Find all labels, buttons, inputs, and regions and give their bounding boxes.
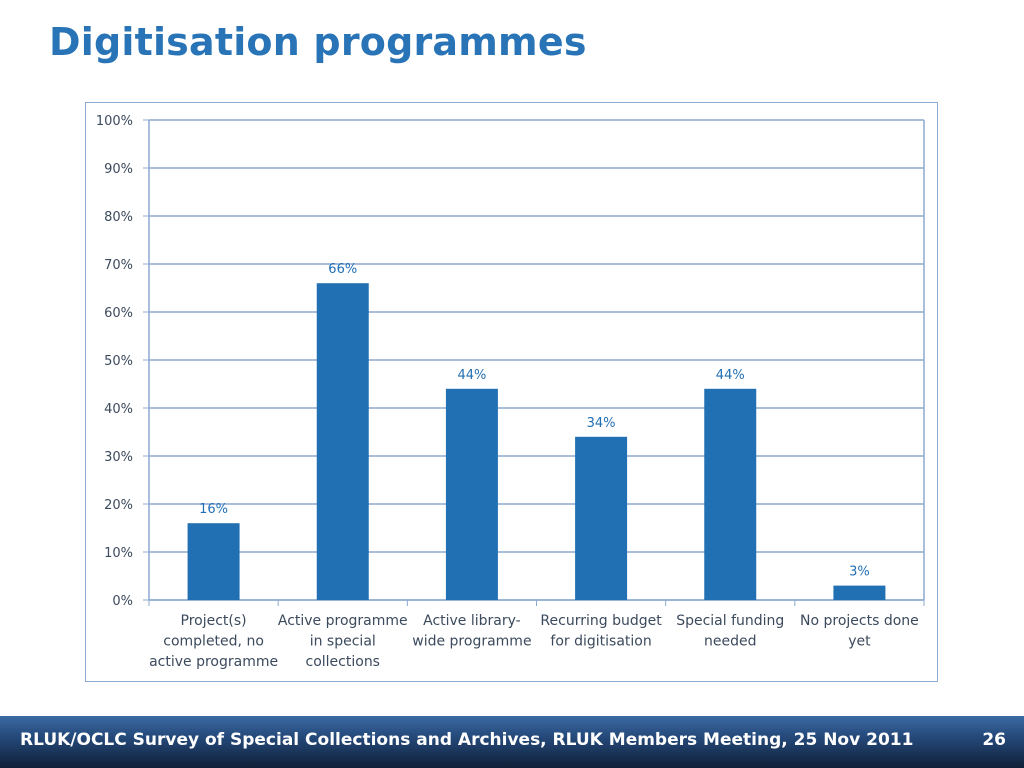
x-category-label: Special funding needed	[676, 613, 784, 650]
y-tick-label: 90%	[104, 162, 133, 177]
y-tick-label: 80%	[104, 210, 133, 225]
x-category-label: Active library-wide programme	[412, 613, 531, 650]
bar-chart: 0% 10% 20% 30% 40% 50% 60% 70% 80% 90% 100% 16% Proj…	[96, 114, 925, 670]
x-category-label: Active programme in special collections	[278, 613, 408, 670]
y-tick-label: 30%	[104, 450, 133, 465]
bar	[187, 523, 240, 600]
x-category-label: Project(s) completed, no active programme	[149, 613, 278, 670]
page-number: 26	[982, 730, 1006, 750]
data-label: 44%	[716, 368, 745, 383]
footer-text: RLUK/OCLC Survey of Special Collections …	[20, 730, 914, 750]
y-tick-label: 60%	[104, 306, 133, 321]
bar	[704, 388, 757, 600]
slide-title: Digitisation programmes	[49, 20, 587, 64]
data-label: 34%	[587, 416, 616, 431]
data-label: 44%	[457, 368, 486, 383]
y-tick-label: 70%	[104, 258, 133, 273]
data-label: 3%	[849, 565, 870, 580]
y-tick-label: 50%	[104, 354, 133, 369]
data-label: 16%	[199, 502, 228, 517]
x-category-label: No projects done yet	[800, 613, 919, 650]
chart-frame: 0% 10% 20% 30% 40% 50% 60% 70% 80% 90% 100% 16% Proj…	[85, 102, 938, 682]
y-tick-label: 10%	[104, 546, 133, 561]
bar	[833, 585, 886, 600]
y-tick-label: 100%	[96, 114, 133, 129]
footer-bar: RLUK/OCLC Survey of Special Collections …	[0, 716, 1024, 768]
bar	[575, 436, 628, 600]
y-tick-label: 40%	[104, 402, 133, 417]
bar	[445, 388, 498, 600]
bar	[316, 283, 369, 600]
data-label: 66%	[328, 262, 357, 277]
y-tick-label: 0%	[112, 594, 133, 609]
x-category-label: Recurring budget for digitisation	[540, 613, 662, 650]
y-tick-label: 20%	[104, 498, 133, 513]
